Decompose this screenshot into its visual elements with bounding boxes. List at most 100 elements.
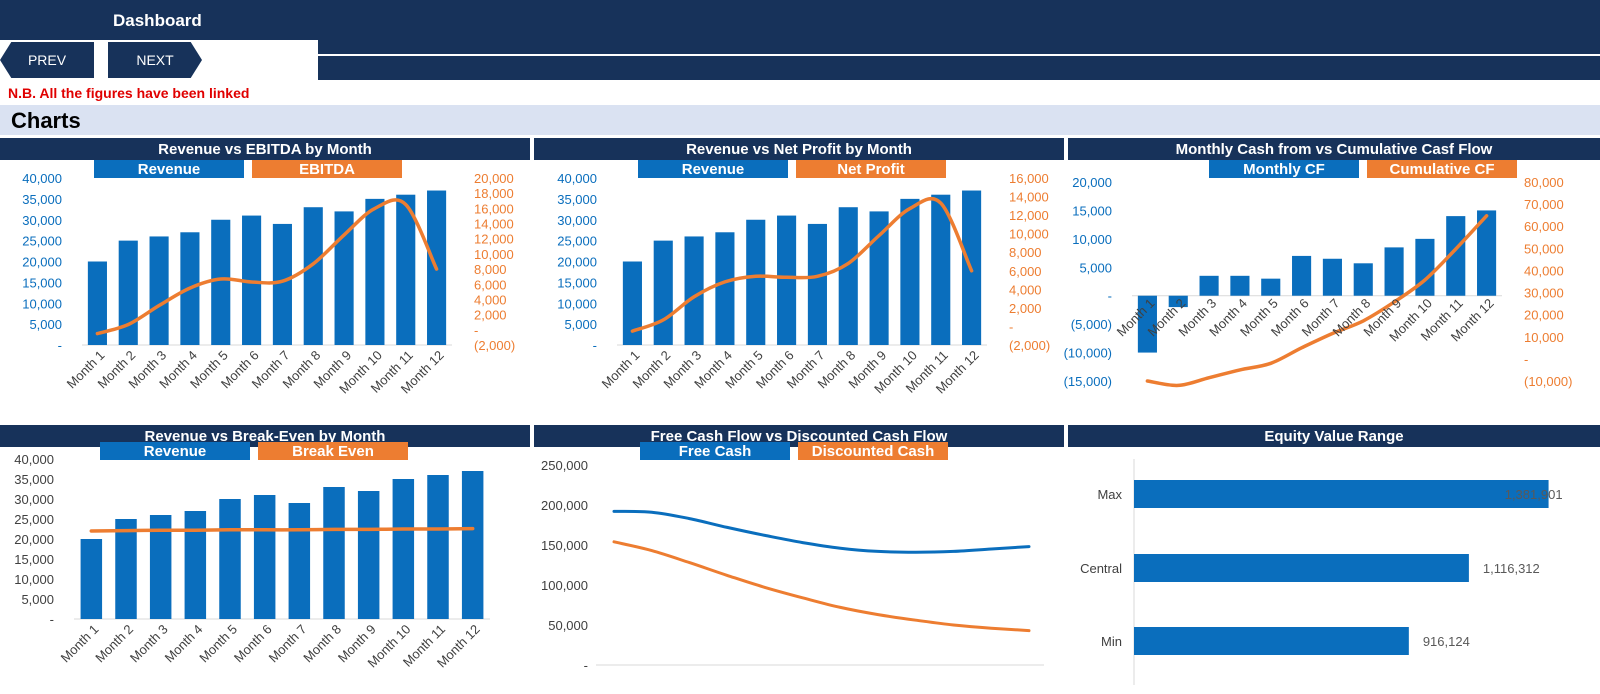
bar	[427, 475, 449, 619]
bar	[1168, 295, 1188, 308]
chart-title: Monthly Cash from vs Cumulative Casf Flo…	[1068, 138, 1600, 160]
bar	[80, 539, 103, 619]
y-tick-label: -	[50, 612, 54, 627]
next-button[interactable]: NEXT	[108, 42, 202, 78]
equity-value-chart: Max 1,381,901 Central 1,116,312 Min 916,124	[1080, 459, 1563, 685]
revenue-break-even-panel: Revenue vs Break-Even by Month Revenue Br…	[0, 425, 530, 694]
category-label: Central	[1080, 561, 1122, 576]
bar	[461, 471, 484, 619]
legend-label: Monthly CF	[1243, 161, 1325, 178]
bar	[253, 495, 276, 619]
y2-tick-label: 16,000	[474, 201, 514, 216]
header-divider	[318, 54, 1600, 56]
y-tick-label: -	[584, 658, 588, 673]
y2-tick-label: 30,000	[1524, 286, 1564, 301]
y2-tick-label: 60,000	[1524, 219, 1564, 234]
y-tick-label: 20,000	[557, 255, 597, 270]
bar	[149, 515, 172, 619]
y2-tick-label: 12,000	[474, 232, 514, 247]
y2-tick-label: -	[1009, 319, 1013, 334]
legend-swatch	[252, 160, 402, 178]
header-bar	[0, 0, 1600, 40]
bar	[365, 198, 385, 345]
bar	[746, 219, 766, 345]
chart-title: Equity Value Range	[1068, 425, 1600, 447]
prev-button[interactable]: PREV	[0, 42, 94, 78]
x-tick-label: Month 5	[196, 622, 240, 666]
chart-title: Free Cash Flow vs Discounted Cash Flow	[534, 425, 1064, 447]
y-tick-label: -	[1108, 289, 1112, 304]
y-tick-label: 100,000	[541, 578, 588, 593]
dashboard-title: Dashboard	[113, 11, 202, 30]
category-label: Max	[1097, 487, 1122, 502]
bar	[715, 232, 735, 345]
legend-label: Cumulative CF	[1389, 161, 1494, 178]
revenue-net-profit-chart: Revenue Net Profit - 5,000 10,000 15,000 20,00…	[557, 160, 1050, 396]
fcf-dcf-panel: Free Cash Flow vs Discounted Cash Flow F…	[534, 425, 1064, 694]
y-tick-label: 5,000	[21, 592, 54, 607]
y2-tick-label: 10,000	[1524, 330, 1564, 345]
y-tick-label: (15,000)	[1064, 374, 1112, 389]
cash-flow-chart: Monthly CF Cumulative CF (15,000) (10,000) (…	[1064, 160, 1572, 389]
bar	[869, 211, 889, 345]
data-label: 916,124	[1423, 634, 1470, 649]
y-tick-label: 25,000	[14, 512, 54, 527]
y2-tick-label: 18,000	[474, 186, 514, 201]
y-tick-label: 15,000	[14, 552, 54, 567]
x-tick-label: Month 2	[92, 622, 136, 666]
x-tick-label: Month 4	[162, 622, 206, 666]
bar	[1415, 238, 1435, 296]
y2-tick-label: 8,000	[474, 262, 507, 277]
series-line	[89, 526, 475, 533]
equity-value-panel: Equity Value Range Max 1,381,901 Central 1,…	[1068, 425, 1600, 694]
y-tick-label: 20,000	[14, 532, 54, 547]
y-tick-label: 50,000	[548, 618, 588, 633]
y2-tick-label: -	[1524, 352, 1528, 367]
y-tick-label: (5,000)	[1071, 317, 1112, 332]
legend-swatch	[638, 160, 788, 178]
legend-swatch	[798, 442, 948, 460]
bar	[272, 223, 292, 345]
bar	[1134, 480, 1549, 508]
bar	[118, 240, 138, 345]
bar	[396, 194, 416, 345]
legend-label: Break Even	[292, 443, 374, 460]
bar	[653, 240, 673, 345]
chart-title: Revenue vs Net Profit by Month	[534, 138, 1064, 160]
bar	[1199, 275, 1219, 296]
x-tick-label: Month 3	[127, 622, 171, 666]
category-label: Min	[1101, 634, 1122, 649]
fcf-dcf-chart: Free Cash Discounted Cash - 50,000 100,000 15…	[541, 442, 1044, 673]
x-tick-label: Month 1	[58, 622, 102, 666]
y-tick-label: 40,000	[22, 171, 62, 186]
bar	[184, 511, 207, 619]
legend-swatch	[100, 442, 250, 460]
y-tick-label: 15,000	[22, 275, 62, 290]
legend-label: Free Cash	[679, 443, 752, 460]
bar	[323, 487, 345, 619]
bar	[392, 479, 415, 619]
legend-label: Revenue	[144, 443, 207, 460]
bar	[1384, 247, 1404, 296]
charts-section-title: Charts	[11, 108, 81, 133]
y2-tick-label: 14,000	[1009, 190, 1049, 205]
legend-swatch	[640, 442, 790, 460]
bar	[777, 215, 797, 345]
y-tick-label: 10,000	[14, 572, 54, 587]
bar	[1261, 278, 1281, 296]
y2-tick-label: 50,000	[1524, 241, 1564, 256]
y2-tick-label: (2,000)	[1009, 338, 1050, 353]
y-tick-label: 35,000	[22, 192, 62, 207]
bar	[838, 207, 858, 345]
legend-swatch	[1209, 160, 1359, 178]
bar	[87, 261, 107, 345]
y2-tick-label: 4,000	[1009, 282, 1042, 297]
y-tick-label: 25,000	[22, 234, 62, 249]
series-line	[612, 509, 1031, 554]
y-tick-label: 200,000	[541, 498, 588, 513]
y-tick-label: -	[58, 338, 62, 353]
y2-tick-label: 12,000	[1009, 208, 1049, 223]
bar	[1446, 216, 1466, 296]
y-tick-label: 10,000	[22, 296, 62, 311]
y2-tick-label: 2,000	[474, 308, 507, 323]
